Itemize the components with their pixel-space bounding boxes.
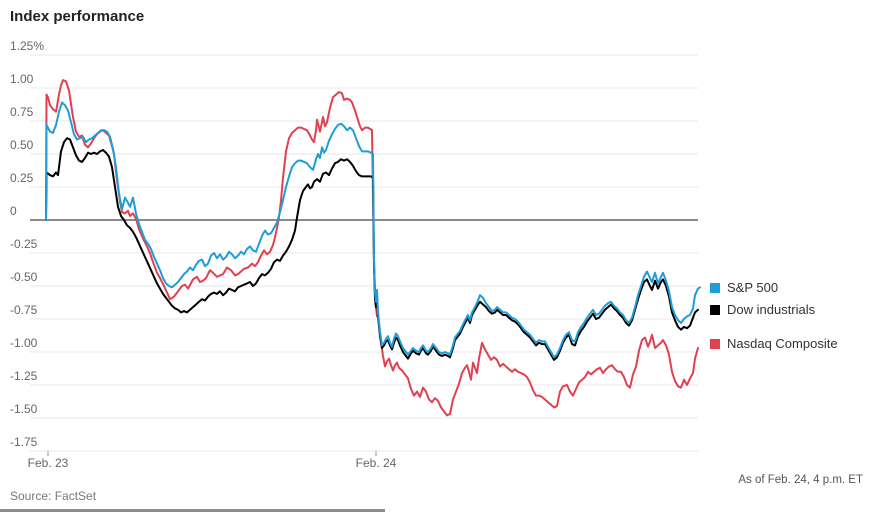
legend-item-dow: Dow industrials [710, 302, 815, 317]
dow-swatch-icon [710, 304, 720, 315]
page-title: Index performance [10, 8, 145, 25]
series-line-s-p-500 [45, 101, 701, 359]
y-axis-label: -1.00 [10, 336, 38, 350]
sp500-swatch-icon [710, 282, 720, 293]
y-axis-label: -0.25 [10, 237, 38, 251]
bottom-divider [0, 509, 385, 512]
as-of-timestamp: As of Feb. 24, 4 p.m. ET [738, 474, 863, 486]
y-axis-label: -1.25 [10, 369, 38, 383]
legend-label: Nasdaq Composite [727, 336, 838, 351]
source-attribution: Source: FactSet [10, 489, 97, 503]
legend-item-nasdaq: Nasdaq Composite [710, 336, 838, 351]
y-axis-label: 0.75 [10, 105, 34, 119]
y-axis-label: -0.75 [10, 303, 38, 317]
y-axis-label: 1.25% [10, 39, 45, 53]
x-axis-label: Feb. 23 [27, 456, 69, 470]
nasdaq-swatch-icon [710, 338, 720, 349]
legend-item-sp500: S&P 500 [710, 280, 778, 295]
legend-label: S&P 500 [727, 280, 779, 295]
series-line-nasdaq-composite [45, 79, 699, 417]
y-axis-label: 0.25 [10, 171, 34, 185]
y-axis-label: 1.00 [10, 72, 34, 86]
y-axis-label: 0 [10, 204, 17, 218]
chart-legend: S&P 500 Dow industrials Nasdaq Composite [710, 0, 875, 512]
y-axis-label: -1.75 [10, 435, 38, 449]
legend-label: Dow industrials [727, 302, 816, 317]
y-axis-label: -1.50 [10, 402, 38, 416]
y-axis-label: 0.50 [10, 138, 34, 152]
y-axis-label: -0.50 [10, 270, 38, 284]
x-axis-label: Feb. 24 [355, 456, 397, 470]
